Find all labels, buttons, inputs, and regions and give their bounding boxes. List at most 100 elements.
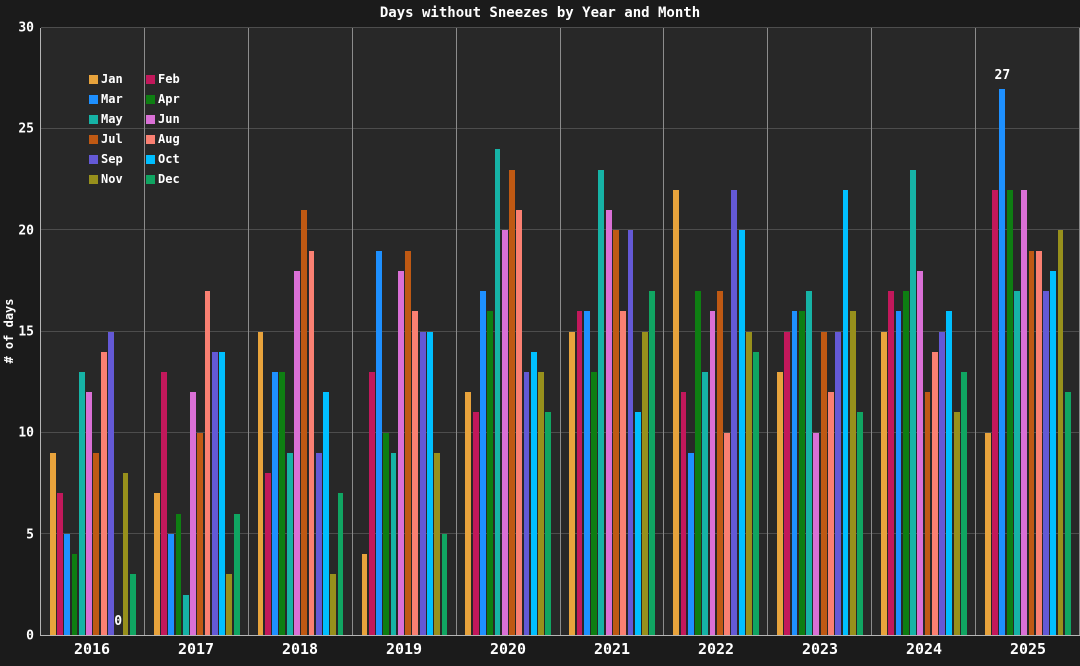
bar-2020-jul [509,169,515,635]
legend-label-nov: Nov [101,172,123,186]
y-tick-label-0: 0 [26,628,34,644]
bar-2024-aug [931,351,938,635]
x-tick-label-2018: 2018 [281,640,319,658]
legend-item-jun: Jun [146,109,203,129]
y-tick-label-15: 15 [18,324,34,340]
legend-swatch-aug [146,134,155,144]
legend-swatch-apr [146,94,155,104]
bar-2018-oct [323,392,329,635]
v-gridline-1 [143,28,145,635]
bar-2017-sep [211,351,218,635]
bar-2024-may [910,169,916,635]
bar-2024-oct [946,311,953,635]
bar-2025-sep [1043,291,1049,635]
bar-2023-jul [820,331,827,635]
bar-2017-feb [161,371,167,635]
bar-2017-apr [175,513,182,635]
bar-2025-oct [1050,270,1057,635]
bar-2022-aug [724,432,730,635]
bar-2019-nov [434,452,441,635]
bar-2025-jul [1028,250,1035,635]
bar-2022-sep [731,189,738,635]
bar-2019-oct [426,331,433,635]
legend-item-oct: Oct [146,149,203,169]
bar-2025-apr [1006,189,1013,635]
h-gridline-10 [41,431,1080,433]
bar-2023-sep [835,331,842,635]
v-gridline-6 [663,28,665,635]
bar-2024-mar [895,311,902,635]
bar-2021-jan [569,331,576,635]
bar-2023-dec [857,412,863,635]
bar-2023-nov [849,311,856,635]
bar-2021-dec [649,291,656,635]
bar-2020-mar [479,291,486,635]
v-gridline-2 [247,28,249,635]
bar-2022-may [702,371,709,635]
bar-2022-mar [687,452,694,635]
bar-2023-mar [791,311,798,635]
legend-swatch-mar [89,94,98,104]
legend-swatch-oct [146,154,155,164]
legend-item-aug: Aug [146,129,203,149]
v-gridline-3 [351,28,353,635]
bar-2018-apr [279,371,286,635]
v-gridline-9 [975,28,977,635]
bar-2023-aug [828,392,834,635]
annotation-2016-oct: 0 [114,614,123,629]
bar-2025-feb [992,189,999,635]
legend-label-apr: Apr [158,92,180,106]
legend-item-may: May [89,109,146,129]
bar-2018-feb [264,473,271,635]
bar-2022-oct [738,230,745,635]
bar-2016-dec [129,574,136,635]
legend-label-mar: Mar [101,92,123,106]
bar-2023-feb [784,331,791,635]
bar-2025-mar [999,88,1006,635]
legend-swatch-jan [89,74,98,84]
legend-item-jul: Jul [89,129,146,149]
legend-swatch-jun [146,114,155,124]
legend-label-jul: Jul [101,132,123,146]
bar-2019-feb [368,371,375,635]
bar-2021-feb [576,311,583,635]
legend-item-sep: Sep [89,149,146,169]
x-tick-label-2025: 2025 [1009,640,1047,658]
bar-2023-oct [842,189,849,635]
bar-2024-dec [961,371,967,635]
bar-2020-dec [545,412,552,635]
bar-2018-jun [293,270,300,635]
bar-2016-feb [57,493,63,635]
bar-2018-sep [315,452,322,635]
bar-2023-jun [813,432,820,635]
bar-2018-mar [272,371,278,635]
bar-2025-nov [1057,230,1064,635]
bar-2022-feb [680,392,687,635]
legend-item-mar: Mar [89,89,146,109]
bar-2018-aug [308,250,315,635]
bar-2017-jul [197,432,204,635]
x-tick-label-2019: 2019 [385,640,423,658]
legend-label-oct: Oct [158,152,180,166]
v-gridline-5 [559,28,561,635]
bar-2016-may [78,371,85,635]
y-tick-label-25: 25 [18,121,34,137]
bar-2022-jan [673,189,680,635]
y-tick-label-5: 5 [26,527,34,543]
legend-label-feb: Feb [158,72,180,86]
legend-swatch-may [89,114,98,124]
bar-2017-mar [168,533,175,635]
bar-2025-may [1014,291,1020,635]
legend-swatch-nov [89,174,98,184]
v-gridline-4 [455,28,457,635]
bar-2025-aug [1035,250,1042,635]
bar-2018-jan [257,331,264,635]
h-gridline-25 [41,128,1080,130]
y-tick-label-30: 30 [18,20,34,36]
bar-2024-feb [888,291,895,635]
bar-2016-nov [122,473,129,635]
bar-2018-may [286,452,293,635]
bar-2019-jul [405,250,411,635]
bar-2020-jun [501,230,508,635]
